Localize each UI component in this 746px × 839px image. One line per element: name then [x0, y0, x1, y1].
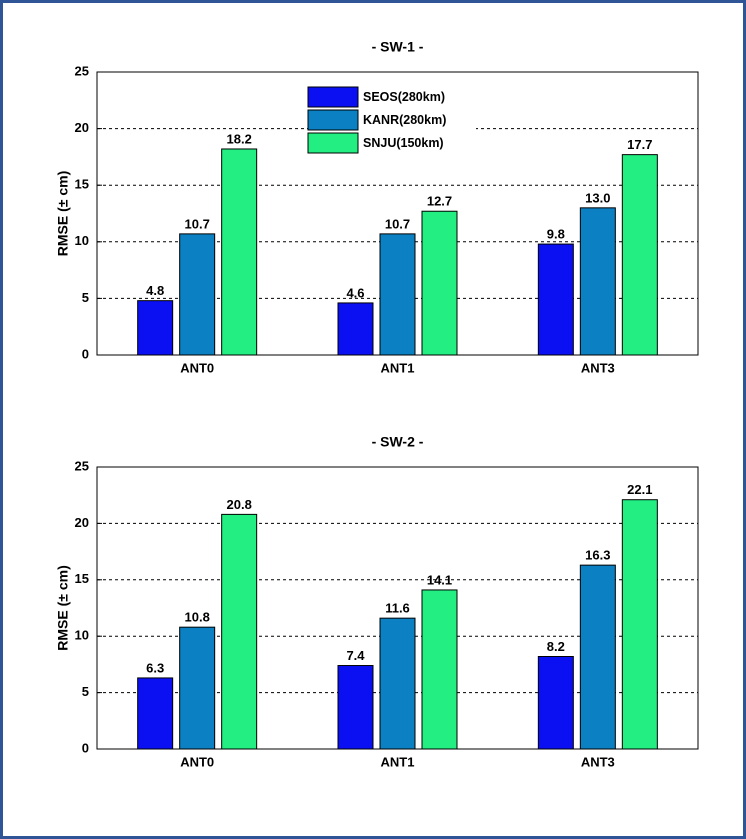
x-tick-label: ANT1 — [381, 754, 415, 769]
bar — [621, 499, 658, 750]
bar — [137, 677, 174, 750]
bar — [379, 617, 416, 750]
bar — [579, 564, 616, 750]
bar — [379, 233, 416, 356]
data-label: 10.7 — [185, 216, 210, 231]
y-tick-label: 20 — [75, 120, 89, 135]
bar — [579, 207, 616, 356]
legend-label: SNJU(150km) — [363, 136, 444, 150]
data-label: 4.8 — [146, 283, 164, 298]
data-label: 12.7 — [427, 194, 452, 209]
bar — [337, 302, 374, 356]
legend-label: SEOS(280km) — [363, 90, 445, 104]
bar — [421, 589, 458, 750]
bar — [221, 148, 258, 356]
x-tick-label: ANT1 — [381, 360, 415, 375]
data-label: 4.6 — [346, 285, 364, 300]
plot-frame — [96, 71, 699, 356]
bar — [537, 656, 574, 750]
legend-swatch — [307, 86, 359, 108]
chart-title: - SW-2 - — [372, 434, 424, 450]
data-label: 18.2 — [227, 131, 252, 146]
bar — [421, 210, 458, 356]
bar — [179, 233, 216, 356]
data-label: 16.3 — [585, 548, 610, 563]
y-tick-label: 15 — [75, 571, 89, 586]
legend-swatch — [307, 132, 359, 154]
y-tick-label: 15 — [75, 177, 89, 192]
plot-frame — [96, 466, 699, 750]
data-label: 14.1 — [427, 572, 452, 587]
y-tick-label: 20 — [75, 515, 89, 530]
x-tick-label: ANT3 — [581, 754, 615, 769]
y-axis-label: RMSE (± cm) — [55, 565, 71, 650]
y-tick-label: 10 — [75, 628, 89, 643]
data-label: 17.7 — [627, 137, 652, 152]
data-label: 9.8 — [547, 227, 565, 242]
data-label: 22.1 — [627, 482, 652, 497]
y-tick-label: 25 — [75, 458, 89, 473]
data-label: 10.8 — [185, 610, 210, 625]
data-label: 8.2 — [547, 639, 565, 654]
data-label: 20.8 — [227, 497, 252, 512]
bar — [621, 154, 658, 356]
data-label: 10.7 — [385, 216, 410, 231]
bar — [179, 626, 216, 750]
chart-title: - SW-1 - — [372, 39, 424, 55]
y-axis-label: RMSE (± cm) — [55, 171, 71, 256]
y-tick-label: 5 — [82, 684, 89, 699]
data-label: 7.4 — [346, 648, 365, 663]
bar — [221, 513, 258, 750]
legend-swatch — [307, 109, 359, 131]
bar — [137, 300, 174, 356]
y-tick-label: 0 — [82, 346, 89, 361]
bar — [537, 243, 574, 356]
x-tick-label: ANT3 — [581, 360, 615, 375]
x-tick-label: ANT0 — [180, 754, 214, 769]
y-tick-label: 10 — [75, 233, 89, 248]
data-label: 13.0 — [585, 190, 610, 205]
y-tick-label: 25 — [75, 63, 89, 78]
data-label: 11.6 — [385, 601, 410, 616]
y-tick-label: 0 — [82, 740, 89, 755]
x-tick-label: ANT0 — [180, 360, 214, 375]
legend-label: KANR(280km) — [363, 113, 446, 127]
bar — [337, 665, 374, 750]
data-label: 6.3 — [146, 660, 164, 675]
y-tick-label: 5 — [82, 290, 89, 305]
